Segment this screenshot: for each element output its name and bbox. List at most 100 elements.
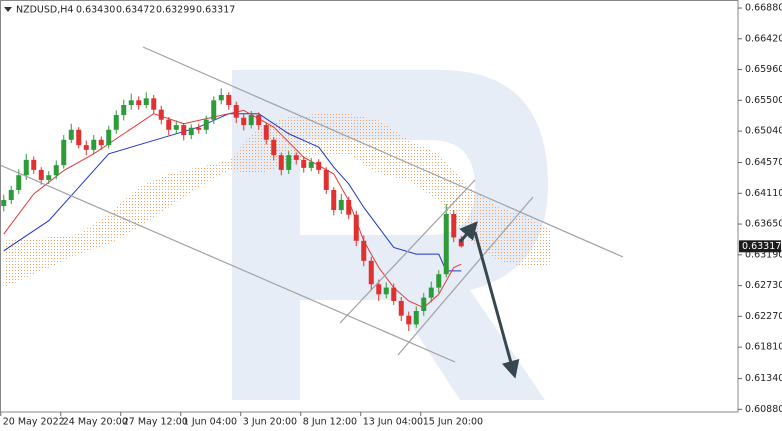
y-tick-label: 0.65500 [745,95,782,106]
candle-body [233,105,239,118]
y-tick-label: 0.65040 [745,126,782,137]
last-price-label: 0.63317 [742,241,781,252]
candle-body [331,189,337,211]
candle-body [8,189,14,200]
candle-body [203,119,209,130]
candle-body [151,98,157,110]
y-tick-label: 0.63190 [745,249,782,260]
x-tick-label: 8 Jun 12:00 [303,417,357,428]
y-tick-label: 0.64570 [745,157,782,168]
y-tick-label: 0.62730 [745,280,782,291]
arrow-up [458,221,478,243]
price-axis-bg [739,0,782,431]
candle-body [38,169,44,180]
cloud-layer [3,113,552,288]
y-tick-label: 0.61340 [745,373,782,384]
candle-body [188,127,194,136]
kijun-line [3,113,462,272]
x-tick-label: 1 Jun 04:00 [183,417,237,428]
candle-body [196,127,202,130]
candle-body [91,139,97,150]
candle-body [226,94,232,106]
candle-body [16,175,22,190]
candle-body [398,300,404,316]
forecast-arrows [458,221,520,379]
candle-body [278,155,284,170]
x-tick-label: 3 Jun 20:00 [243,417,297,428]
candle-body [361,240,367,261]
candle-body [158,109,164,120]
candle-body [23,159,29,176]
channel-line [397,196,534,356]
y-tick-label: 0.66880 [745,3,782,14]
y-tick-label: 0.64110 [745,188,782,199]
candle-body [181,125,187,136]
ichimoku-cloud [3,113,552,288]
header-value: 0.63299 [156,5,195,16]
candle-body [271,139,277,156]
candle-body [121,105,127,116]
candle-body [1,199,7,206]
header-value: 0.63317 [196,5,235,16]
candle-body [128,100,134,106]
menu-triangle [4,7,12,12]
candle-body [256,115,262,126]
candle-body [98,139,104,146]
candle-body [166,119,172,130]
time-axis-bg [0,413,739,431]
candle-body [61,139,67,166]
candle-body [428,287,434,298]
candle-body [391,287,397,301]
arrow-down [473,231,520,379]
candle-body [211,100,217,120]
y-tick-label: 0.66420 [745,33,782,44]
candle-body [323,169,329,190]
y-tick-label: 0.63650 [745,219,782,230]
candle-body [136,100,142,106]
candle-body [308,161,314,168]
candle-body [301,159,307,168]
candle-layer [1,88,464,332]
candle-body [143,98,149,106]
candle-body [68,129,74,140]
header-value: 0.63430 [76,5,115,16]
y-tick-label: 0.60880 [745,404,782,415]
candle-body [106,129,112,146]
candle-body [368,260,374,285]
candle-body [113,115,119,130]
candle-body [451,214,457,238]
candle-body [376,284,382,295]
watermark [232,70,548,400]
candle-body [406,315,412,325]
y-tick-label: 0.61810 [745,342,782,353]
candle-body [353,214,359,241]
last-price-box [739,240,781,253]
candle-body [241,117,247,126]
candle-body [383,287,389,295]
y-tick-label: 0.65960 [745,64,782,75]
symbol: NZDUSD,H4 [16,5,73,16]
candle-body [293,155,299,160]
candle-body [421,297,427,312]
plot-border [0,0,739,413]
candle-body [346,199,352,215]
channel-line [339,179,476,324]
x-tick-label: 15 Jun 20:00 [423,417,483,428]
x-tick-label: 20 May 2022 [3,417,65,428]
x-tick-label: 24 May 20:00 [63,417,128,428]
x-tick-label: 13 Jun 04:00 [363,417,423,428]
candle-body [31,159,37,170]
candle-body [53,165,59,176]
candle-body [248,115,254,126]
candle-body [83,145,89,150]
y-tick-label: 0.62270 [745,311,782,322]
candle-body [413,311,419,325]
candle-body [173,125,179,130]
x-tick-label: 27 May 12:00 [123,417,188,428]
candle-body [316,161,322,170]
candle-body [443,214,449,275]
candle-body [263,125,269,140]
channel-line [0,164,456,363]
